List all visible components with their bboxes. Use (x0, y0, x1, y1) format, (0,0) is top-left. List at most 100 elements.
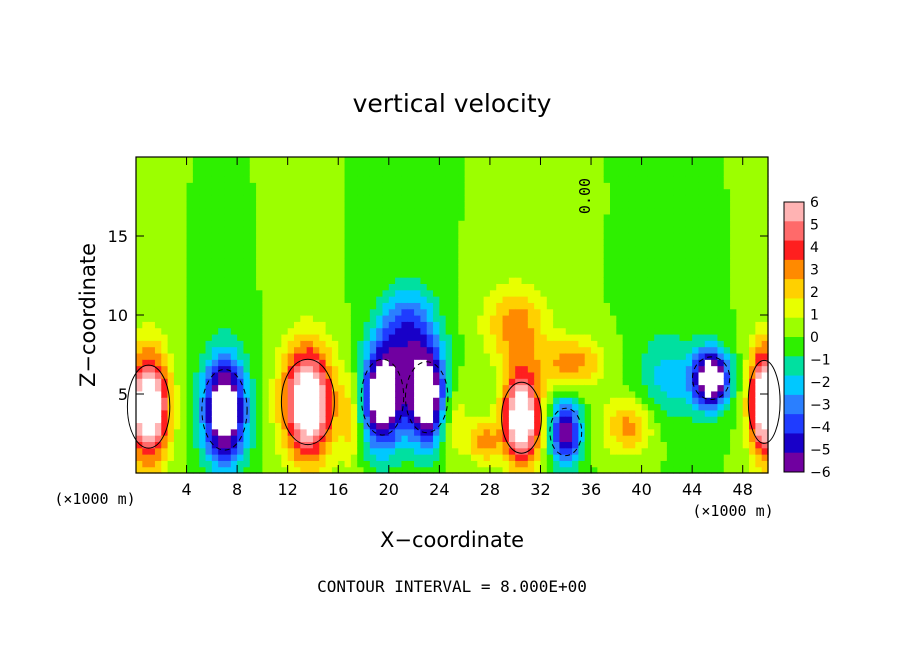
heat-cell (591, 352, 598, 360)
heat-cell (515, 226, 523, 234)
heat-cell (136, 277, 143, 284)
heat-cell (711, 352, 719, 360)
heat-cell (761, 270, 769, 278)
heat-cell (464, 201, 472, 209)
heat-cell (230, 194, 238, 202)
heat-cell (161, 207, 169, 215)
heat-cell (679, 283, 687, 291)
heat-cell (319, 365, 327, 373)
heat-cell (136, 289, 143, 297)
heat-cell (641, 258, 649, 266)
heat-cell (717, 169, 725, 177)
heat-cell (426, 447, 434, 455)
heat-cell (679, 315, 687, 322)
heat-cell (161, 466, 169, 474)
heat-cell (470, 416, 478, 424)
heat-cell (603, 270, 611, 278)
heat-cell (306, 220, 314, 228)
heat-cell (205, 428, 213, 436)
heat-cell (180, 251, 188, 259)
heat-cell (350, 327, 358, 335)
heat-cell (331, 460, 339, 468)
heat-cell (502, 321, 510, 329)
heat-cell (268, 403, 276, 411)
heat-cell (540, 251, 548, 259)
heat-cell (224, 397, 232, 405)
heat-cell (312, 359, 320, 367)
heat-cell (597, 283, 605, 291)
heat-cell (464, 283, 472, 291)
heat-cell (534, 220, 542, 228)
heat-cell (458, 264, 466, 272)
heat-cell (660, 315, 668, 322)
heat-cell (237, 302, 245, 310)
heat-cell (173, 296, 181, 303)
heat-cell (515, 239, 523, 247)
heat-cell (167, 169, 175, 177)
heat-cell (249, 207, 257, 215)
heat-cell (300, 207, 308, 215)
heat-cell (369, 251, 377, 259)
heat-cell (275, 283, 282, 291)
heat-cell (761, 441, 769, 449)
heat-cell (540, 454, 548, 461)
heat-cell (401, 207, 409, 215)
heat-cell (692, 245, 700, 253)
heat-cell (306, 466, 314, 474)
heat-cell (723, 422, 731, 430)
heat-cell (173, 226, 181, 234)
heat-cell (685, 277, 693, 284)
heat-cell (237, 296, 245, 303)
heat-cell (401, 359, 409, 367)
heat-cell (142, 397, 150, 405)
heat-cell (755, 251, 763, 259)
heat-cell (199, 289, 207, 297)
heat-cell (628, 346, 636, 354)
heat-cell (192, 308, 200, 316)
heat-cell (470, 428, 478, 436)
heat-cell (395, 428, 403, 436)
heat-cell (679, 321, 687, 329)
heat-cell (496, 403, 504, 411)
heat-cell (414, 428, 421, 436)
heat-cell (268, 340, 276, 348)
heat-cell (540, 245, 548, 253)
heat-cell (338, 371, 346, 379)
heat-cell (312, 416, 320, 424)
heat-cell (692, 258, 700, 266)
heat-cell (470, 422, 478, 430)
heat-cell (578, 403, 586, 411)
heat-cell (685, 352, 693, 360)
heat-cell (572, 403, 579, 411)
heat-cell (591, 213, 598, 221)
heat-cell (237, 308, 245, 316)
heat-cell (357, 289, 365, 297)
heat-cell (243, 245, 251, 253)
heat-cell (369, 188, 377, 196)
heat-cell (679, 239, 687, 247)
heat-cell (603, 441, 611, 449)
heat-cell (256, 194, 263, 202)
heat-cell (388, 333, 396, 341)
heat-cell (534, 289, 542, 297)
heat-cell (237, 182, 245, 190)
heat-cell (433, 207, 440, 215)
heat-cell (635, 447, 643, 455)
heat-cell (369, 194, 377, 202)
heat-cell (622, 327, 630, 335)
heat-cell (559, 220, 567, 228)
heat-cell (692, 365, 700, 373)
heat-cell (218, 454, 226, 461)
heat-cell (407, 359, 415, 367)
heat-cell (597, 258, 605, 266)
heat-cell (749, 435, 756, 442)
heat-cell (357, 194, 365, 202)
heat-cell (281, 365, 289, 373)
heat-cell (673, 359, 681, 367)
heat-cell (591, 296, 598, 303)
heat-cell (628, 409, 636, 417)
heat-cell (148, 441, 156, 449)
heat-cell (610, 378, 617, 386)
heat-cell (376, 397, 384, 405)
heat-cell (350, 371, 358, 379)
